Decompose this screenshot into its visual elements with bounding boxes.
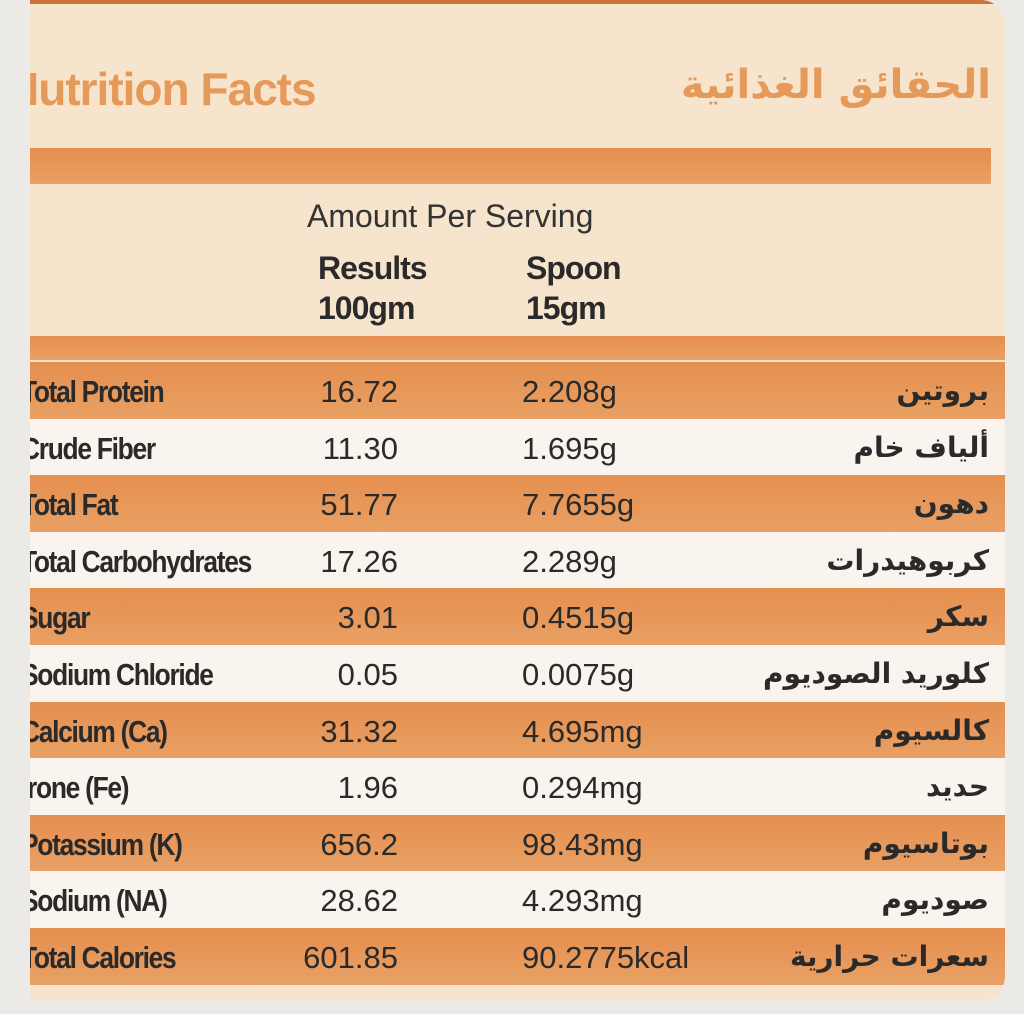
- table-row: Calcium (Ca) 31.32 4.695mg كالسيوم: [30, 701, 1005, 759]
- table-row: Irone (Fe) 1.96 0.294mg حديد: [30, 758, 1005, 815]
- nutrient-name: Total Fat: [30, 487, 119, 523]
- nutrient-name-arabic: كلوريد الصوديوم: [762, 656, 989, 690]
- nutrient-name: Sodium Chloride: [30, 656, 214, 692]
- result-value: 11.30: [322, 430, 398, 466]
- nutrient-name: Crude Fiber: [30, 430, 156, 466]
- nutrient-name-arabic: كربوهيدرات: [826, 543, 989, 577]
- title: Nutrition Facts: [30, 63, 317, 115]
- spoon-value: 98.43mg: [522, 826, 643, 862]
- table-row: Total Carbohydrates 17.26 2.289g كربوهيدرات: [30, 531, 1005, 589]
- spoon-value: 4.293mg: [522, 883, 643, 919]
- nutrient-name: Total Carbohydrates: [30, 543, 252, 579]
- spoon-value: 7.7655g: [522, 487, 635, 523]
- table-body: Total Protein 16.72 2.208g بروتين Crude Fibe…: [30, 362, 1005, 985]
- nutrient-name-arabic: سكر: [927, 600, 989, 634]
- result-value: 601.85: [303, 939, 398, 975]
- result-value: 1.96: [337, 770, 398, 806]
- nutrient-name: Sodium (NA): [30, 883, 168, 919]
- divider-bar: [30, 148, 991, 184]
- nutrient-name: Irone (Fe): [30, 770, 130, 806]
- result-value: 51.77: [320, 487, 398, 523]
- nutrition-label: Nutrition Facts الحقائق الغذائية Amount …: [30, 0, 1005, 1000]
- result-value: 31.32: [320, 713, 398, 749]
- table-row: Sugar 3.01 0.4515g سكر: [30, 588, 1005, 645]
- nutrient-name-arabic: سعرات حرارية: [789, 939, 989, 973]
- table-row: Potassium (K) 656.2 98.43mg بوتاسيوم: [30, 814, 1005, 872]
- spoon-value: 0.294mg: [522, 770, 643, 806]
- title-arabic: الحقائق الغذائية: [680, 62, 992, 108]
- result-value: 0.05: [337, 656, 398, 692]
- spoon-value: 0.4515g: [522, 600, 635, 636]
- spoon-value: 0.0075g: [522, 656, 635, 692]
- nutrient-name: Sugar: [30, 600, 91, 636]
- table-row: Sodium (NA) 28.62 4.293mg صوديوم: [30, 871, 1005, 928]
- column-header: Spoon 15gm: [526, 248, 622, 328]
- column-title: Spoon: [526, 250, 622, 286]
- table-caption: Amount Per Serving: [307, 198, 594, 234]
- spoon-value: 90.2775kcal: [522, 939, 690, 975]
- nutrient-name-arabic: دهون: [913, 487, 989, 521]
- nutrient-name: Total Calories: [30, 939, 177, 975]
- spoon-value: 4.695mg: [522, 713, 643, 749]
- table-row: Total Calories 601.85 90.2775kcal سعرات حرا…: [30, 927, 1005, 985]
- spoon-value: 1.695g: [522, 430, 617, 466]
- spoon-value: 2.289g: [522, 543, 617, 579]
- nutrient-name-arabic: حديد: [925, 770, 989, 804]
- table-row: Total Protein 16.72 2.208g بروتين: [30, 362, 1005, 419]
- table-row: Crude Fiber 11.30 1.695g ألياف خام: [30, 418, 1005, 476]
- column-unit: 100gm: [318, 290, 415, 326]
- column-header: Results 100gm: [318, 248, 428, 328]
- result-value: 3.01: [337, 600, 398, 636]
- nutrient-name-arabic: بروتين: [896, 374, 989, 407]
- result-value: 16.72: [320, 374, 398, 409]
- nutrient-name-arabic: صوديوم: [881, 883, 989, 917]
- column-unit: 15gm: [526, 290, 607, 326]
- table-row: Sodium Chloride 0.05 0.0075g كلوريد الصوديو…: [30, 644, 1005, 702]
- column-title: Results: [318, 250, 428, 286]
- table-row: Total Fat 51.77 7.7655g دهون: [30, 475, 1005, 532]
- result-value: 17.26: [320, 543, 398, 579]
- spoon-value: 2.208g: [522, 374, 617, 409]
- nutrient-name-arabic: كالسيوم: [873, 713, 989, 747]
- divider-bar: [30, 336, 1005, 360]
- nutrient-name: Potassium (K): [30, 826, 183, 862]
- nutrient-name-arabic: ألياف خام: [853, 430, 989, 464]
- nutrient-name: Calcium (Ca): [30, 713, 168, 749]
- nutrient-name: Total Protein: [30, 374, 165, 409]
- result-value: 28.62: [320, 883, 398, 919]
- result-value: 656.2: [320, 826, 398, 862]
- nutrient-name-arabic: بوتاسيوم: [862, 826, 989, 860]
